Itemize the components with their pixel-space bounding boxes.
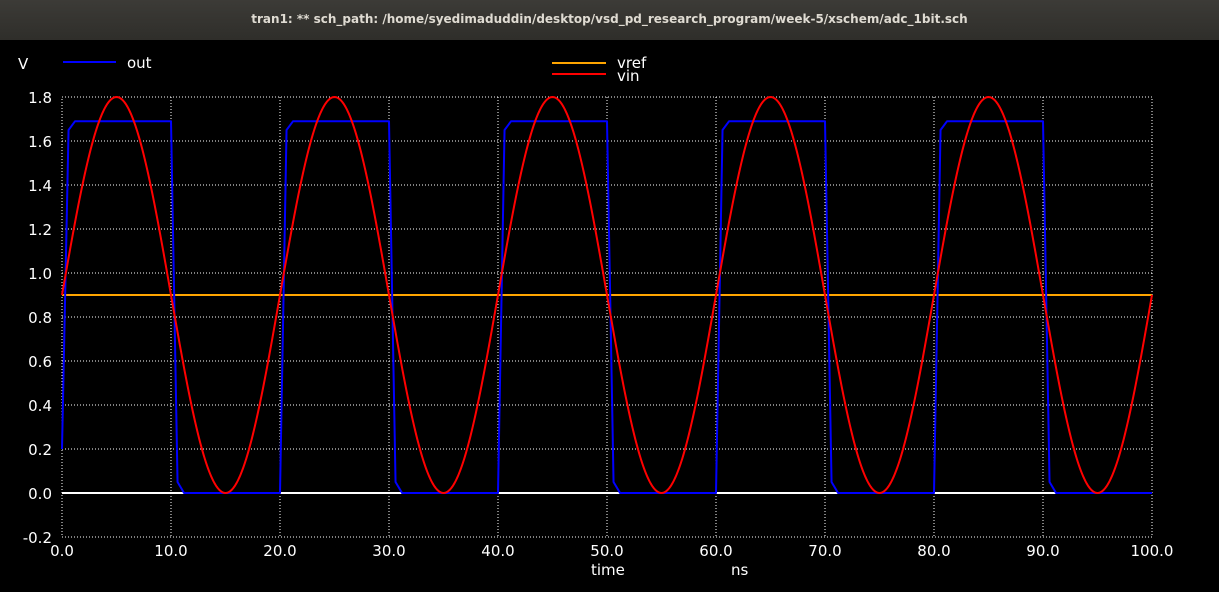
x-tick-label: 10.0 [154, 542, 187, 560]
tick-labels: 0.0 10.0 20.0 30.0 40.0 50.0 60.0 70.0 80.0 90.0 1… [23, 89, 1174, 560]
x-tick-label: 70.0 [808, 542, 841, 560]
x-tick-label: 0.0 [50, 542, 74, 560]
legend-label-vin[interactable]: vin [617, 67, 640, 85]
waveform-viewer[interactable]: 0.0 10.0 20.0 30.0 40.0 50.0 60.0 70.0 80.0 90.0 1… [0, 40, 1219, 592]
y-tick-label: 0.6 [28, 353, 52, 371]
window-title: tran1: ** sch_path: /home/syedimaduddin/… [251, 12, 968, 26]
y-tick-label: -0.2 [23, 529, 52, 547]
x-axis-label: time [591, 561, 625, 579]
legend[interactable]: V out vref vin [18, 54, 647, 85]
x-tick-label: 80.0 [917, 542, 950, 560]
y-tick-label: 1.0 [28, 265, 52, 283]
series-line-vin [61, 96, 1153, 494]
axis-labels: time ns [591, 561, 749, 579]
x-tick-label: 30.0 [372, 542, 405, 560]
x-tick-label: 90.0 [1026, 542, 1059, 560]
legend-label-out[interactable]: out [127, 54, 152, 72]
y-tick-label: 1.4 [28, 177, 52, 195]
y-tick-label: 1.2 [28, 221, 52, 239]
waveform-chart[interactable]: 0.0 10.0 20.0 30.0 40.0 50.0 60.0 70.0 80.0 90.0 1… [0, 40, 1219, 592]
y-tick-label: 1.8 [28, 89, 52, 107]
window-titlebar: tran1: ** sch_path: /home/syedimaduddin/… [0, 0, 1219, 41]
series-layer [61, 96, 1153, 494]
x-tick-label: 50.0 [590, 542, 623, 560]
x-tick-label: 60.0 [699, 542, 732, 560]
y-tick-label: 0.0 [28, 485, 52, 503]
y-unit-label: V [18, 55, 29, 73]
y-tick-label: 0.2 [28, 441, 52, 459]
y-tick-label: 1.6 [28, 133, 52, 151]
x-unit-label: ns [731, 561, 749, 579]
legend-label-vref[interactable]: vref [617, 54, 647, 72]
y-tick-label: 0.8 [28, 309, 52, 327]
y-tick-label: 0.4 [28, 397, 52, 415]
series-line-out [61, 120, 1152, 494]
x-tick-label: 20.0 [263, 542, 296, 560]
x-tick-label: 40.0 [481, 542, 514, 560]
x-tick-label: 100.0 [1131, 542, 1174, 560]
